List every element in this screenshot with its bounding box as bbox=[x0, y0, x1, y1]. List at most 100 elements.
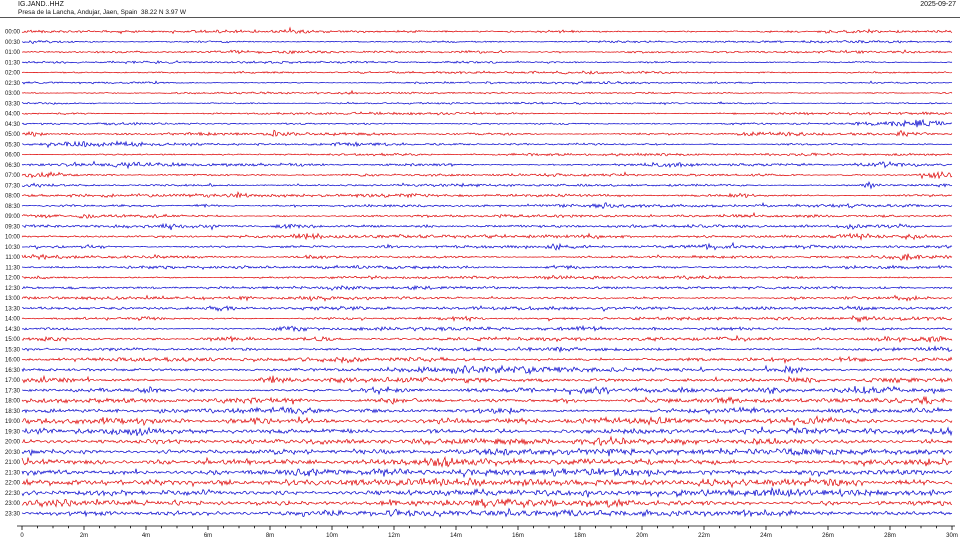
trace-row-12:00 bbox=[21, 274, 953, 281]
row-time-label: 12:30 bbox=[5, 286, 21, 292]
row-time-label: 22:30 bbox=[5, 491, 21, 497]
x-axis-tick-label: 20m bbox=[636, 533, 648, 539]
row-time-label: 01:30 bbox=[5, 60, 21, 66]
row-time-label: 17:00 bbox=[5, 378, 21, 384]
x-axis-tick-label: 12m bbox=[388, 533, 400, 539]
trace-row-06:30 bbox=[21, 160, 953, 170]
trace-row-08:00 bbox=[21, 191, 953, 199]
trace-row-04:30 bbox=[21, 118, 953, 128]
x-axis-tick-label: 6m bbox=[204, 533, 212, 539]
trace-row-22:30 bbox=[21, 486, 953, 498]
trace-row-16:00 bbox=[21, 355, 953, 364]
trace-row-19:00 bbox=[21, 415, 953, 427]
row-time-label: 08:00 bbox=[5, 194, 21, 200]
trace-row-12:30 bbox=[21, 284, 953, 291]
row-time-label: 03:00 bbox=[5, 91, 21, 97]
row-time-label: 21:30 bbox=[5, 470, 21, 476]
row-time-label: 08:30 bbox=[5, 204, 21, 210]
trace-row-21:00 bbox=[21, 456, 953, 468]
row-time-label: 09:00 bbox=[5, 214, 21, 220]
row-time-label: 04:00 bbox=[5, 112, 21, 118]
row-time-label: 03:30 bbox=[5, 101, 21, 107]
row-time-label: 14:00 bbox=[5, 317, 21, 323]
row-time-label: 07:00 bbox=[5, 173, 21, 179]
trace-row-06:00 bbox=[21, 152, 953, 157]
row-time-label: 17:30 bbox=[5, 388, 21, 394]
row-time-label: 16:30 bbox=[5, 368, 21, 374]
row-time-label: 19:00 bbox=[5, 419, 21, 425]
trace-row-02:00 bbox=[21, 70, 953, 75]
x-axis-tick-label: 28m bbox=[884, 533, 896, 539]
x-axis-tick-label: 24m bbox=[760, 533, 772, 539]
row-time-label: 15:00 bbox=[5, 337, 21, 343]
row-time-label: 07:30 bbox=[5, 183, 21, 189]
trace-row-13:30 bbox=[21, 305, 953, 312]
trace-row-14:00 bbox=[21, 314, 953, 323]
row-time-label: 22:00 bbox=[5, 481, 21, 487]
trace-row-11:00 bbox=[21, 253, 953, 261]
row-time-label: 23:30 bbox=[5, 511, 21, 517]
x-axis-tick-label: 4m bbox=[142, 533, 150, 539]
row-time-label: 14:30 bbox=[5, 327, 21, 333]
trace-row-23:00 bbox=[21, 498, 953, 509]
row-time-label: 02:00 bbox=[5, 71, 21, 77]
station-code: IG.JAND..HHZ bbox=[18, 1, 64, 8]
trace-row-10:00 bbox=[21, 232, 953, 241]
row-time-label: 16:00 bbox=[5, 358, 21, 364]
x-axis-tick-label: 0 bbox=[20, 533, 24, 539]
row-time-label: 11:00 bbox=[5, 255, 20, 261]
trace-row-10:30 bbox=[21, 241, 953, 251]
x-axis-tick-label: 10m bbox=[326, 533, 338, 539]
row-time-label: 04:30 bbox=[5, 122, 21, 128]
row-time-label: 21:00 bbox=[5, 460, 21, 466]
row-time-label: 06:00 bbox=[5, 153, 21, 159]
trace-row-05:30 bbox=[21, 140, 953, 149]
row-time-label: 00:00 bbox=[5, 30, 21, 36]
trace-row-03:00 bbox=[21, 89, 953, 95]
row-time-label: 01:00 bbox=[5, 50, 21, 56]
x-axis-tick-label: 18m bbox=[574, 533, 586, 539]
row-time-label: 23:00 bbox=[5, 501, 21, 507]
header-divider bbox=[0, 17, 960, 18]
trace-row-20:00 bbox=[21, 435, 953, 447]
row-time-label: 05:00 bbox=[5, 132, 21, 138]
trace-row-19:30 bbox=[21, 426, 953, 437]
trace-row-17:30 bbox=[22, 385, 953, 396]
trace-row-04:00 bbox=[21, 111, 953, 116]
trace-row-01:30 bbox=[21, 60, 953, 65]
trace-row-22:00 bbox=[21, 476, 953, 489]
trace-row-15:30 bbox=[21, 345, 953, 354]
trace-row-02:30 bbox=[21, 80, 953, 85]
trace-row-18:00 bbox=[21, 395, 953, 405]
trace-row-16:30 bbox=[21, 364, 953, 376]
trace-row-14:30 bbox=[21, 324, 953, 333]
x-axis-tick-label: 8m bbox=[266, 533, 274, 539]
row-time-label: 09:30 bbox=[5, 224, 21, 230]
trace-row-00:00 bbox=[21, 26, 953, 35]
x-axis-tick-label: 14m bbox=[450, 533, 462, 539]
row-time-label: 19:30 bbox=[5, 429, 21, 435]
row-time-label: 06:30 bbox=[5, 163, 21, 169]
row-time-label: 12:00 bbox=[5, 276, 21, 282]
trace-row-11:30 bbox=[21, 264, 953, 271]
trace-row-07:00 bbox=[21, 171, 953, 180]
row-time-label: 10:00 bbox=[5, 235, 21, 241]
row-time-label: 13:30 bbox=[5, 306, 21, 312]
row-time-label: 02:30 bbox=[5, 81, 21, 87]
trace-row-03:30 bbox=[21, 101, 953, 106]
trace-row-05:00 bbox=[21, 129, 953, 137]
trace-row-00:30 bbox=[21, 39, 953, 45]
trace-row-09:00 bbox=[21, 211, 953, 219]
trace-row-21:30 bbox=[21, 467, 953, 479]
station-location: Presa de la Lancha, Andujar, Jaen, Spain… bbox=[18, 9, 187, 16]
trace-row-18:30 bbox=[21, 405, 953, 415]
trace-row-07:30 bbox=[21, 180, 953, 190]
x-axis-tick-label: 22m bbox=[698, 533, 710, 539]
row-time-label: 18:00 bbox=[5, 399, 21, 405]
trace-row-15:00 bbox=[21, 334, 953, 343]
trace-row-17:00 bbox=[21, 374, 953, 384]
row-time-label: 20:00 bbox=[5, 440, 21, 446]
trace-row-13:00 bbox=[21, 294, 953, 302]
trace-row-23:30 bbox=[21, 507, 953, 518]
